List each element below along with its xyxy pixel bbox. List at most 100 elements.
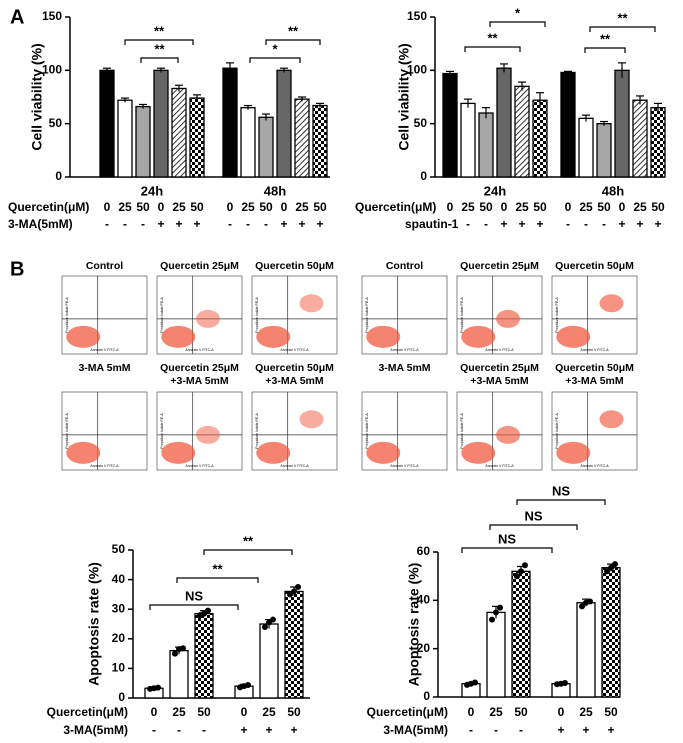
- row-value: -: [484, 217, 488, 231]
- row-value: +: [607, 723, 614, 737]
- cell-cloud: [556, 325, 591, 348]
- flow-x-label: Annexin V FITC-A: [280, 464, 309, 468]
- flow-title: Quercetin 50μM: [555, 362, 634, 374]
- row-value: 0: [104, 200, 111, 214]
- flow-title: Quercetin 25μM: [460, 260, 539, 272]
- row-value: 0: [227, 200, 234, 214]
- data-point: [608, 564, 614, 571]
- row-value: +: [280, 217, 287, 231]
- row-value: 0: [468, 705, 475, 719]
- flow-y-label: Propidium Iodide PE-A: [65, 297, 69, 333]
- bar: [240, 107, 256, 178]
- significance-label: NS: [498, 531, 516, 546]
- flow-title: Quercetin 25μM: [160, 362, 239, 374]
- data-point: [270, 616, 276, 623]
- bar: [532, 99, 548, 178]
- flow-x-label: Annexin V FITC-A: [390, 464, 419, 468]
- row-value: 0: [158, 200, 165, 214]
- data-point: [497, 604, 503, 611]
- cell-cloud: [196, 425, 220, 444]
- bar: [560, 71, 576, 178]
- row-value: 25: [461, 200, 475, 214]
- y-tick-label: 0: [55, 169, 62, 183]
- cell-cloud: [461, 441, 496, 464]
- y-tick-label: 50: [49, 116, 63, 130]
- y-tick-label: 50: [112, 542, 126, 556]
- flow-x-label: Annexin V FITC-A: [485, 348, 514, 352]
- significance-label: **: [212, 561, 223, 576]
- significance-label: NS: [524, 508, 542, 523]
- significance-label: **: [600, 31, 611, 46]
- data-point: [604, 568, 610, 575]
- bar: [284, 590, 304, 699]
- row-value: -: [519, 723, 523, 737]
- cell-cloud: [461, 325, 496, 348]
- y-tick-label: 20: [112, 631, 126, 645]
- bar: [99, 69, 115, 178]
- row-value: 25: [118, 200, 132, 214]
- row-value: 25: [633, 200, 647, 214]
- significance-bracket: [489, 21, 546, 27]
- significance-bracket: [461, 547, 553, 553]
- flow-y-label: Propidium Iodide PE-A: [460, 297, 464, 333]
- row-label: Quercetin(μM): [8, 200, 89, 214]
- significance-label: *: [272, 41, 278, 56]
- significance-label: **: [487, 30, 498, 45]
- significance-bracket: [176, 577, 259, 583]
- bar: [169, 649, 189, 699]
- row-label: Quercetin(μM): [367, 705, 448, 719]
- x-tick-label: 48h: [602, 183, 624, 198]
- flow-y-label: Propidium Iodide PE-A: [160, 413, 164, 449]
- flow-x-label: Annexin V FITC-A: [485, 464, 514, 468]
- row-value: +: [265, 723, 272, 737]
- row-label: spautin-1: [405, 217, 459, 231]
- significance-bracket: [589, 26, 656, 32]
- flow-y-label: Propidium Iodide PE-A: [460, 413, 464, 449]
- row-label: 3-MA(5mM): [8, 217, 73, 231]
- panel-label: A: [10, 6, 24, 28]
- significance-label: **: [154, 41, 165, 56]
- significance-bracket: [489, 524, 578, 530]
- row-value: -: [105, 217, 109, 231]
- flow-title: +3-MA 5mM: [170, 375, 229, 387]
- y-axis-title: Cell viability (%): [396, 43, 412, 150]
- row-value: -: [566, 217, 570, 231]
- cell-cloud: [556, 441, 591, 464]
- significance-label: *: [515, 5, 521, 20]
- bar: [442, 72, 458, 178]
- row-value: 50: [287, 705, 301, 719]
- row-value: 25: [172, 705, 186, 719]
- cell-cloud: [196, 309, 220, 328]
- row-value: -: [177, 723, 181, 737]
- row-value: 0: [241, 705, 248, 719]
- bar: [601, 567, 621, 698]
- significance-bracket: [149, 604, 239, 610]
- row-value: +: [636, 217, 643, 231]
- flow-title: +3-MA 5mM: [265, 375, 324, 387]
- flow-x-label: Annexin V FITC-A: [280, 348, 309, 352]
- row-label: Quercetin(μM): [47, 705, 128, 719]
- data-point: [172, 650, 178, 657]
- significance-bracket: [203, 549, 293, 555]
- row-value: -: [264, 217, 268, 231]
- significance-bracket: [249, 57, 301, 63]
- y-tick-label: 0: [118, 690, 125, 704]
- significance-label: **: [154, 23, 165, 38]
- data-point: [262, 623, 268, 630]
- x-tick-label: 48h: [264, 183, 286, 198]
- row-value: 0: [281, 200, 288, 214]
- row-value: 25: [172, 200, 186, 214]
- significance-bracket: [140, 57, 179, 63]
- data-point: [612, 561, 618, 568]
- flow-title: Quercetin 25μM: [160, 260, 239, 272]
- significance-bracket: [584, 47, 626, 53]
- bar: [189, 97, 205, 178]
- y-tick-label: 0: [420, 169, 427, 183]
- row-value: -: [584, 217, 588, 231]
- flow-y-label: Propidium Iodide PE-A: [365, 413, 369, 449]
- y-tick-label: 50: [414, 116, 428, 130]
- data-point: [205, 607, 211, 614]
- y-tick-label: 100: [407, 63, 427, 77]
- flow-x-label: Annexin V FITC-A: [90, 348, 119, 352]
- flow-y-label: Propidium Iodide PE-A: [365, 297, 369, 333]
